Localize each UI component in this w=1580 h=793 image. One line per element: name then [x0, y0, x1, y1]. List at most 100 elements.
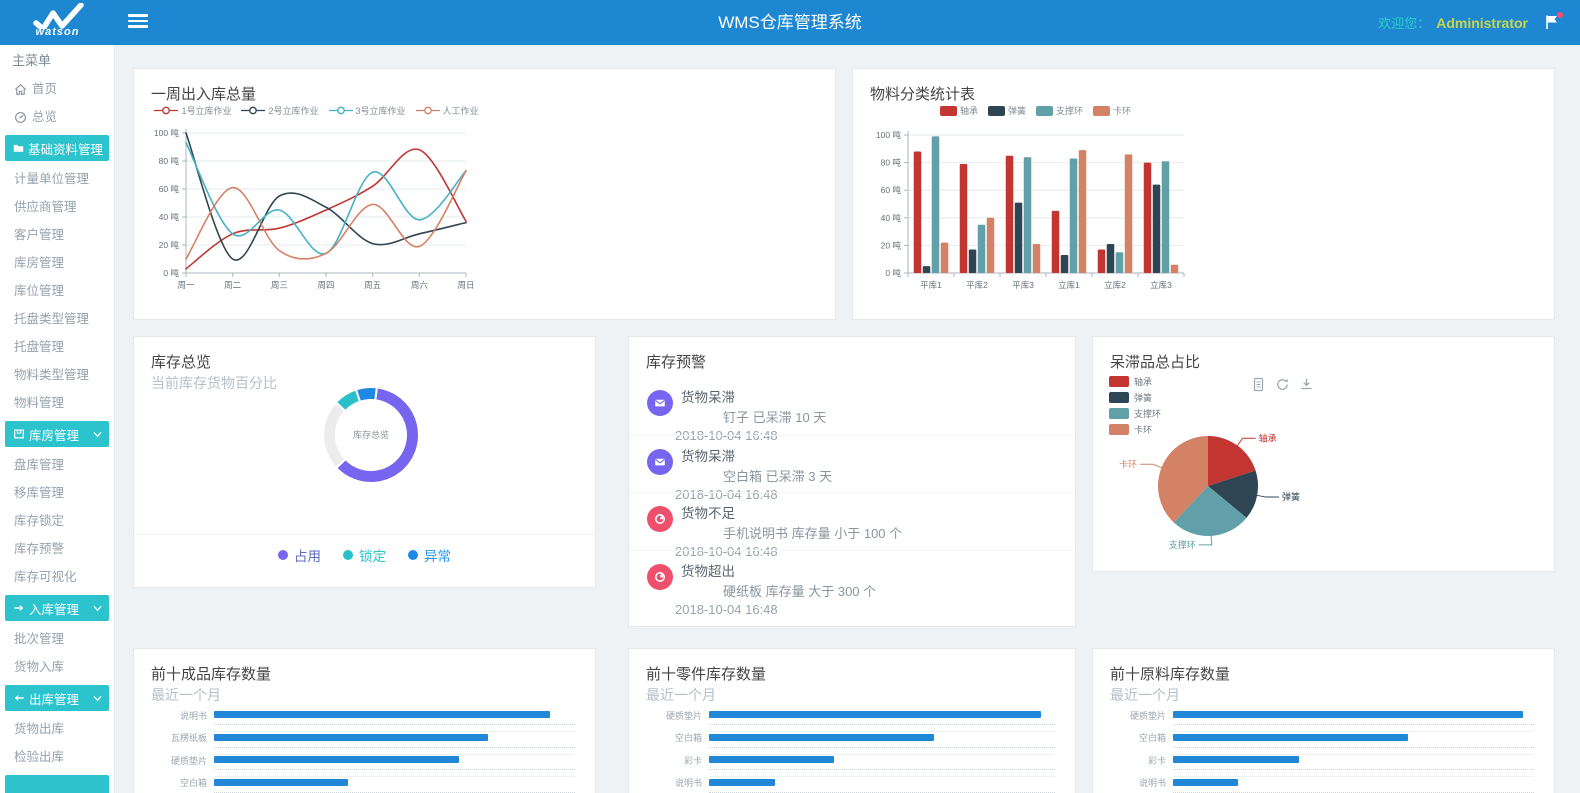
- legend-item[interactable]: 支撑环: [1109, 405, 1161, 421]
- chevron-down-icon: [92, 603, 103, 614]
- alert-text: 手机说明书 库存量 小于 100 个: [723, 526, 903, 541]
- donut-legend: 占用 锁定 异常: [134, 545, 595, 565]
- alert-item[interactable]: 货物呆滞 空白箱 已呆滞 3 天 2018-10-04 16:48: [629, 434, 1075, 502]
- chart-toolbox: [1251, 377, 1314, 392]
- sidebar-item-22[interactable]: 货物出库: [0, 715, 114, 743]
- alert-title: 货物超出: [681, 563, 735, 579]
- sidebar-item-19[interactable]: 批次管理: [0, 625, 114, 653]
- legend-item[interactable]: 锁定: [343, 545, 386, 565]
- sidebar-item-17[interactable]: 库存可视化: [0, 563, 114, 591]
- svg-text:弹簧: 弹簧: [1282, 491, 1300, 502]
- svg-text:轴承: 轴承: [1259, 432, 1277, 443]
- legend-item[interactable]: 弹簧: [987, 104, 1026, 117]
- alert-time: 2018-10-04 16:48: [675, 544, 778, 559]
- sidebar-item-5[interactable]: 客户管理: [0, 221, 114, 249]
- alert-item[interactable]: 货物超出 硬纸板 库存量 大于 300 个 2018-10-04 16:48: [629, 549, 1075, 617]
- sidebar-item-15[interactable]: 库存锁定: [0, 507, 114, 535]
- sidebar-group-partial[interactable]: [5, 775, 109, 793]
- legend-item[interactable]: 人工作业: [415, 104, 479, 117]
- hbar-label: 空白箱: [179, 778, 207, 788]
- grid-solidline: [709, 753, 1055, 755]
- card-title: 前十原料库存数量: [1110, 666, 1231, 683]
- alert-time: 2018-10-04 16:48: [675, 601, 778, 617]
- data-view-icon[interactable]: [1251, 377, 1266, 392]
- svg-text:平库3: 平库3: [1012, 280, 1034, 290]
- hbar-label: 说明书: [674, 778, 702, 788]
- pie-legend: 轴承弹簧支撑环卡环: [1109, 373, 1161, 437]
- sidebar-item-7[interactable]: 库位管理: [0, 277, 114, 305]
- sidebar-group-label: 基础资料管理: [27, 142, 103, 157]
- sidebar-item-14[interactable]: 移库管理: [0, 479, 114, 507]
- sidebar-group-12[interactable]: 库房管理: [5, 421, 109, 447]
- hbar-label: 说明书: [1138, 778, 1166, 788]
- flag-icon[interactable]: [1544, 11, 1563, 32]
- sidebar-item-6[interactable]: 库房管理: [0, 249, 114, 277]
- legend-item[interactable]: 轴承: [1109, 373, 1161, 389]
- menu-toggle-icon[interactable]: [128, 14, 148, 30]
- envelope-icon: [647, 390, 673, 416]
- grid-dotline: [214, 769, 575, 770]
- sidebar-item-11[interactable]: 物料管理: [0, 389, 114, 417]
- grid-dotline: [214, 791, 575, 793]
- legend-label: 弹簧: [1134, 392, 1153, 403]
- refresh-icon[interactable]: [1275, 377, 1290, 392]
- sidebar-item-4[interactable]: 供应商管理: [0, 193, 114, 221]
- legend-item[interactable]: 1号立库作业: [154, 104, 231, 117]
- grid-solidline: [214, 776, 575, 777]
- grid-dotline: [214, 724, 575, 725]
- sidebar-item-label: 客户管理: [14, 228, 65, 242]
- svg-text:周二: 周二: [224, 280, 242, 290]
- grid-dotline: [1173, 769, 1534, 770]
- sidebar-item-1[interactable]: 总览: [0, 103, 114, 131]
- sidebar-item-3[interactable]: 计量单位管理: [0, 165, 114, 193]
- hbar-label: 空白箱: [1138, 733, 1166, 743]
- legend-item[interactable]: 支撑环: [1036, 104, 1083, 117]
- legend-label: 支撑环: [1134, 408, 1162, 419]
- legend-item[interactable]: 占用: [278, 545, 321, 565]
- sidebar-item-23[interactable]: 检验出库: [0, 743, 114, 771]
- legend-dot: [408, 550, 418, 560]
- grid-solidline: [1173, 753, 1534, 755]
- sidebar-item-16[interactable]: 库存预警: [0, 535, 114, 563]
- sidebar-group-18[interactable]: 入库管理: [5, 595, 109, 621]
- sidebar-item-label: 库存锁定: [14, 514, 65, 528]
- hbar-row: 硬质垫片: [1113, 711, 1534, 734]
- sidebar-item-10[interactable]: 物料类型管理: [0, 361, 114, 389]
- sidebar-group-2[interactable]: 基础资料管理: [5, 135, 109, 161]
- hbar: [1173, 756, 1300, 763]
- username[interactable]: Administrator: [1436, 14, 1528, 31]
- grid-dotline: [709, 724, 1055, 725]
- sidebar-item-label: 供应商管理: [14, 200, 77, 214]
- sidebar-item-9[interactable]: 托盘管理: [0, 333, 114, 361]
- svg-text:平库1: 平库1: [920, 280, 942, 290]
- legend-item[interactable]: 卡环: [1093, 104, 1131, 117]
- logo[interactable]: watson: [0, 0, 115, 45]
- hbar-row: 瓦楞纸板: [154, 733, 575, 757]
- alert-item[interactable]: 货物呆滞 钉子 已呆滞 10 天 2018-10-04 16:48: [629, 377, 1075, 443]
- hbar-track: [1173, 756, 1534, 779]
- sidebar-item-20[interactable]: 货物入库: [0, 653, 114, 681]
- sidebar-item-8[interactable]: 托盘类型管理: [0, 305, 114, 333]
- sidebar-item-13[interactable]: 盘库管理: [0, 451, 114, 479]
- download-icon[interactable]: [1299, 377, 1314, 392]
- legend-item[interactable]: 弹簧: [1109, 389, 1161, 405]
- sidebar-item-0[interactable]: 首页: [0, 75, 114, 103]
- card-material-category-stats: 物料分类统计表 轴承 弹簧 支撑环 卡环 0 吨 20 吨 40 吨 60 吨 80 吨 100…: [852, 68, 1555, 320]
- legend-item[interactable]: 轴承: [939, 104, 978, 117]
- legend-item[interactable]: 3号立库作业: [328, 104, 406, 117]
- hbar-label: 硬质垫片: [665, 710, 702, 721]
- legend-item[interactable]: 2号立库作业: [241, 104, 319, 117]
- svg-text:周四: 周四: [317, 280, 334, 290]
- sidebar-item-label: 货物入库: [14, 660, 65, 674]
- hbar: [1173, 733, 1408, 741]
- hbar-row: 彩卡: [649, 756, 1055, 779]
- svg-text:100 吨: 100 吨: [154, 128, 180, 138]
- grid-solidline: [1173, 776, 1534, 777]
- hbar-row: 硬质垫片: [154, 756, 575, 779]
- alert-item[interactable]: 货物不足 手机说明书 库存量 小于 100 个 2018-10-04 16:48: [629, 492, 1075, 559]
- legend-item[interactable]: 卡环: [1109, 421, 1161, 437]
- legend-dot: [278, 550, 288, 560]
- legend-item[interactable]: 异常: [408, 545, 451, 565]
- grid-dotline: [1173, 746, 1534, 748]
- sidebar-group-21[interactable]: 出库管理: [5, 685, 109, 711]
